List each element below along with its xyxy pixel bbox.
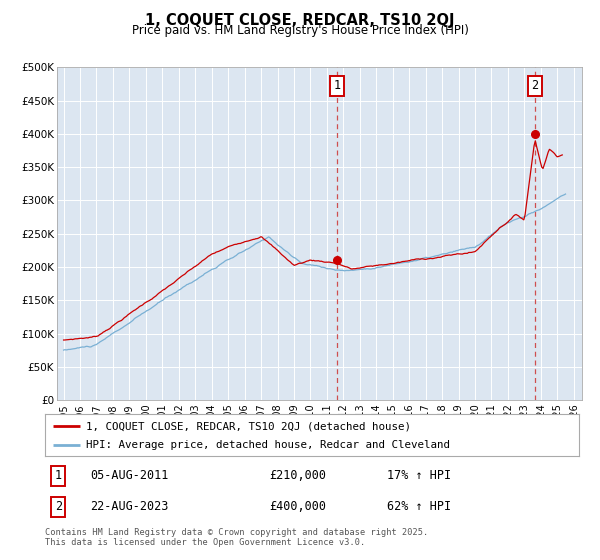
Text: £210,000: £210,000: [269, 469, 326, 483]
Text: 2: 2: [55, 500, 62, 514]
Text: 1: 1: [333, 80, 340, 92]
Text: 05-AUG-2011: 05-AUG-2011: [91, 469, 169, 483]
Text: 2: 2: [532, 80, 538, 92]
Text: Price paid vs. HM Land Registry's House Price Index (HPI): Price paid vs. HM Land Registry's House …: [131, 24, 469, 37]
Text: Contains HM Land Registry data © Crown copyright and database right 2025.
This d: Contains HM Land Registry data © Crown c…: [45, 528, 428, 547]
Text: HPI: Average price, detached house, Redcar and Cleveland: HPI: Average price, detached house, Redc…: [86, 440, 450, 450]
Text: 62% ↑ HPI: 62% ↑ HPI: [387, 500, 451, 514]
Text: £400,000: £400,000: [269, 500, 326, 514]
Text: 1: 1: [55, 469, 62, 483]
Text: 1, COQUET CLOSE, REDCAR, TS10 2QJ: 1, COQUET CLOSE, REDCAR, TS10 2QJ: [145, 13, 455, 28]
Text: 1, COQUET CLOSE, REDCAR, TS10 2QJ (detached house): 1, COQUET CLOSE, REDCAR, TS10 2QJ (detac…: [86, 421, 411, 431]
Text: 22-AUG-2023: 22-AUG-2023: [91, 500, 169, 514]
Text: 17% ↑ HPI: 17% ↑ HPI: [387, 469, 451, 483]
